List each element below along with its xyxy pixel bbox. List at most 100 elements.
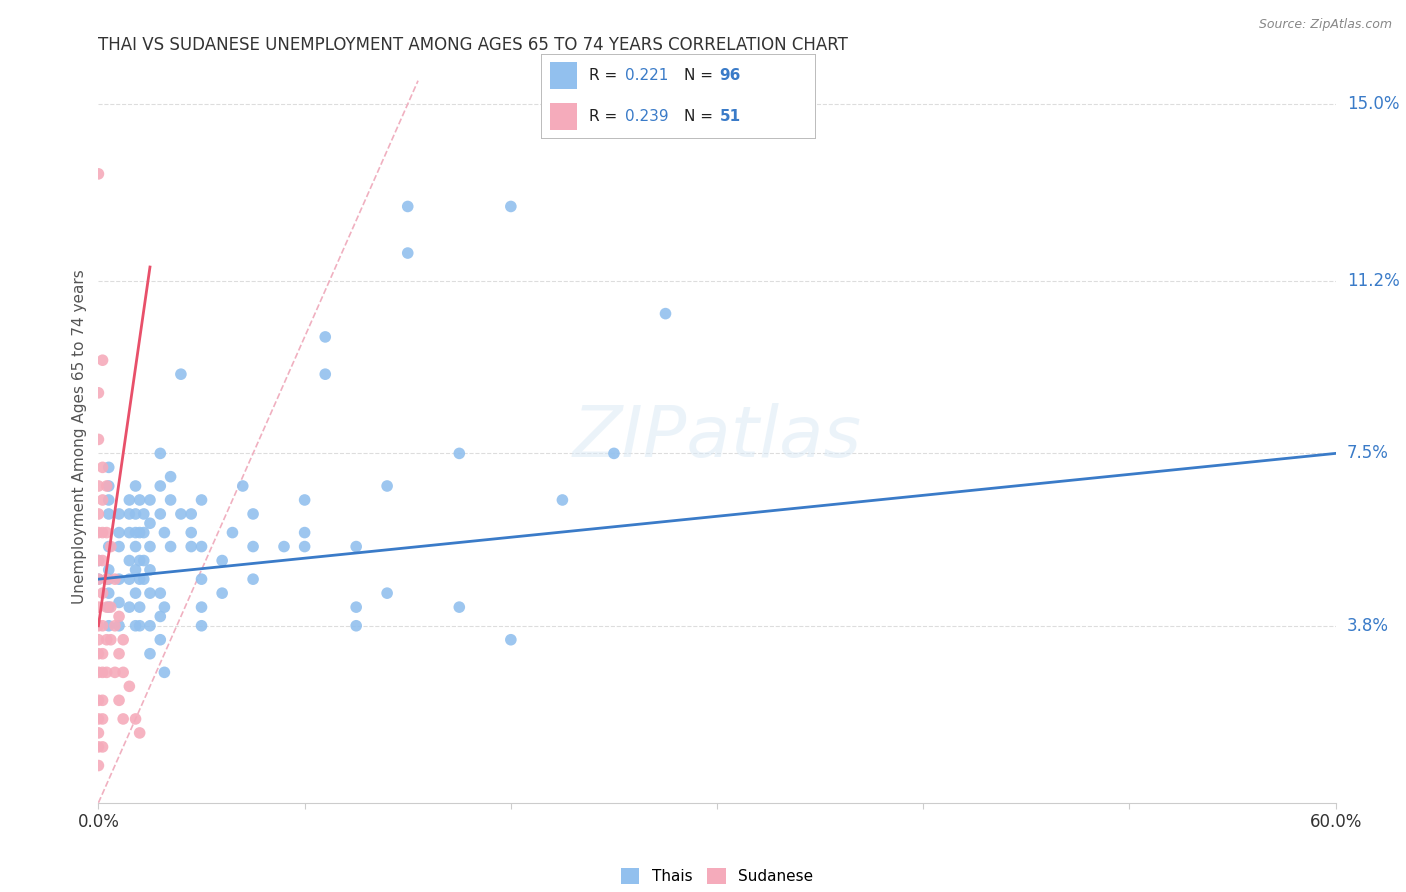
Text: 7.5%: 7.5% xyxy=(1347,444,1389,462)
Text: 0.221: 0.221 xyxy=(624,68,668,83)
Point xyxy=(108,572,131,586)
Point xyxy=(87,385,110,400)
Point xyxy=(118,525,141,540)
Point xyxy=(104,572,127,586)
Point xyxy=(242,507,264,521)
FancyBboxPatch shape xyxy=(550,62,576,89)
Point xyxy=(108,525,131,540)
Point xyxy=(91,647,114,661)
Point xyxy=(91,353,114,368)
Point xyxy=(97,460,120,475)
Point xyxy=(108,609,131,624)
Point xyxy=(87,619,110,633)
Point xyxy=(149,632,172,647)
Text: 15.0%: 15.0% xyxy=(1347,95,1399,113)
Point xyxy=(124,563,146,577)
Point xyxy=(112,665,135,680)
Point xyxy=(149,609,172,624)
Point xyxy=(132,525,155,540)
Text: R =: R = xyxy=(589,109,623,124)
Point xyxy=(128,600,150,615)
Point xyxy=(87,167,110,181)
Point xyxy=(124,507,146,521)
Point xyxy=(118,493,141,508)
FancyBboxPatch shape xyxy=(550,103,576,130)
Point xyxy=(170,367,193,381)
Point xyxy=(190,540,212,554)
Point xyxy=(139,647,162,661)
Point xyxy=(153,665,176,680)
Point xyxy=(153,600,176,615)
Point xyxy=(180,525,202,540)
Point xyxy=(118,600,141,615)
Point xyxy=(124,619,146,633)
Point xyxy=(87,726,110,740)
Point xyxy=(124,525,146,540)
Point xyxy=(124,586,146,600)
Point xyxy=(87,572,110,586)
Point xyxy=(91,739,114,754)
Point xyxy=(100,632,122,647)
Point xyxy=(190,619,212,633)
Point xyxy=(97,600,120,615)
Point xyxy=(118,553,141,567)
Point xyxy=(180,507,202,521)
Point xyxy=(91,553,114,567)
Point xyxy=(128,525,150,540)
Point xyxy=(108,540,131,554)
Point xyxy=(190,600,212,615)
Text: 3.8%: 3.8% xyxy=(1347,616,1389,635)
Point xyxy=(344,600,367,615)
Point xyxy=(128,572,150,586)
Point xyxy=(294,493,316,508)
Legend: Thais, Sudanese: Thais, Sudanese xyxy=(614,862,820,890)
Point xyxy=(159,469,181,483)
Point xyxy=(139,516,162,531)
Point xyxy=(128,619,150,633)
Point xyxy=(344,619,367,633)
Point xyxy=(91,460,114,475)
Text: THAI VS SUDANESE UNEMPLOYMENT AMONG AGES 65 TO 74 YEARS CORRELATION CHART: THAI VS SUDANESE UNEMPLOYMENT AMONG AGES… xyxy=(98,36,848,54)
Point xyxy=(97,479,120,493)
Point xyxy=(149,507,172,521)
Point xyxy=(132,553,155,567)
Point xyxy=(97,493,120,508)
Point xyxy=(96,632,118,647)
Point xyxy=(118,572,141,586)
Point xyxy=(128,493,150,508)
Point xyxy=(375,479,398,493)
Point xyxy=(499,199,522,213)
Point xyxy=(294,525,316,540)
Point xyxy=(96,600,118,615)
Point xyxy=(112,632,135,647)
Point xyxy=(242,540,264,554)
Point xyxy=(396,199,419,213)
Point xyxy=(449,446,471,460)
Point xyxy=(314,367,336,381)
Point xyxy=(211,553,233,567)
Point xyxy=(124,712,146,726)
Point xyxy=(100,600,122,615)
Point xyxy=(139,586,162,600)
Point xyxy=(170,507,193,521)
Point xyxy=(97,572,120,586)
Point xyxy=(87,647,110,661)
Point xyxy=(97,586,120,600)
Point xyxy=(87,553,110,567)
Point xyxy=(100,540,122,554)
Point xyxy=(375,586,398,600)
Text: 11.2%: 11.2% xyxy=(1347,272,1399,290)
Point xyxy=(104,665,127,680)
Point xyxy=(87,600,110,615)
Point xyxy=(108,507,131,521)
Point xyxy=(96,665,118,680)
Point xyxy=(242,572,264,586)
Point xyxy=(132,507,155,521)
Point xyxy=(91,619,114,633)
Point xyxy=(97,563,120,577)
Point xyxy=(118,679,141,693)
Text: ZIPatlas: ZIPatlas xyxy=(572,402,862,472)
Point xyxy=(91,586,114,600)
Point xyxy=(87,693,110,707)
Point xyxy=(87,433,110,447)
